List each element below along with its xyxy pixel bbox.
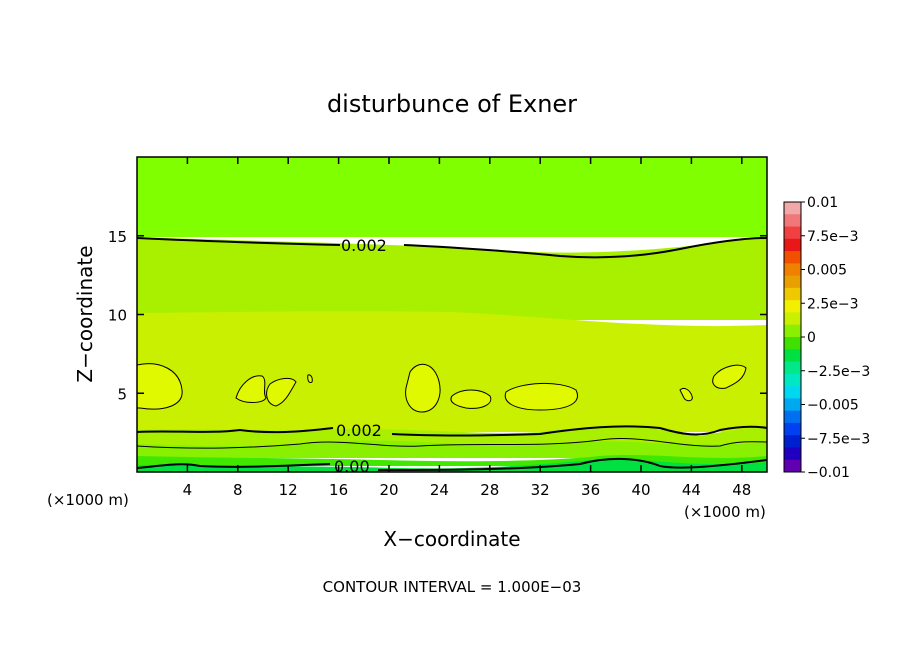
x-tick-label: 8	[233, 481, 243, 499]
colorbar-swatch	[784, 361, 801, 375]
colorbar-label: −2.5e−3	[807, 364, 870, 380]
x-tick-label: 4	[183, 481, 193, 499]
contour-line-upper	[137, 237, 767, 259]
colorbar-swatch	[784, 386, 801, 399]
colorbar-swatch	[784, 251, 801, 264]
colorbar	[783, 201, 802, 473]
x-unit-left: (×1000 m)	[47, 491, 129, 509]
colorbar-swatch	[784, 275, 801, 289]
contour-line-lower	[137, 425, 767, 437]
footer-text: CONTOUR INTERVAL = 1.000E−03	[323, 578, 582, 596]
colorbar-swatch	[784, 398, 801, 412]
colorbar-swatch	[784, 447, 801, 461]
colorbar-swatch	[784, 349, 801, 363]
blob-7	[504, 382, 578, 411]
colorbar-swatch	[784, 226, 801, 240]
x-tick-label: 36	[581, 481, 600, 499]
colorbar-label: 0.005	[807, 263, 847, 279]
colorbar-label: −7.5e−3	[807, 431, 870, 447]
x-tick-label: 20	[379, 481, 398, 499]
y-axis: 5 10 15	[108, 228, 767, 403]
colorbar-label: 2.5e−3	[807, 296, 859, 312]
colorbar-swatch	[784, 312, 801, 326]
y-tick-label: 10	[108, 307, 127, 325]
blob-layer	[137, 363, 747, 413]
contour-lines	[137, 237, 767, 471]
x-axis-label: X−coordinate	[383, 527, 520, 551]
blob-2	[235, 375, 267, 403]
blob-5	[405, 363, 441, 413]
x-tick-label: 16	[329, 481, 348, 499]
colorbar-labels: 0.01 7.5e−3 0.005 2.5e−3 0 −2.5e−3 −0.005 −7.5e…	[801, 195, 870, 481]
colorbar-swatch	[784, 459, 801, 473]
blob-8	[679, 387, 693, 402]
colorbar-swatch	[784, 287, 801, 301]
x-tick-label: 24	[430, 481, 449, 499]
colorbar-swatch	[784, 263, 801, 277]
chart-title: disturbunce of Exner	[327, 90, 577, 118]
band-upper-mid	[137, 236, 767, 320]
blob-6	[450, 389, 492, 409]
x-tick-label: 32	[531, 481, 550, 499]
colorbar-swatch	[784, 373, 801, 387]
plot-area: 0.002 0.002 0.00	[137, 157, 767, 476]
blob-1	[137, 363, 183, 410]
x-axis: 4 8 12 16 20 24 28 32 36 40 44 48	[183, 157, 751, 499]
contour-line-thin-1	[137, 438, 767, 449]
colorbar-swatch	[784, 238, 801, 252]
colorbar-swatch	[784, 410, 801, 424]
colorbar-swatch	[784, 422, 801, 436]
x-unit-right: (×1000 m)	[684, 503, 766, 521]
contour-label-1: 0.002	[341, 236, 387, 255]
x-tick-label: 28	[480, 481, 499, 499]
colorbar-swatch	[784, 214, 801, 228]
band-upper	[137, 157, 767, 237]
colorbar-label: 0.01	[807, 195, 838, 211]
y-tick-label: 5	[117, 385, 127, 403]
colorbar-swatch	[784, 337, 801, 350]
x-tick-label: 40	[631, 481, 650, 499]
colorbar-label: 0	[807, 330, 816, 346]
colorbar-swatch	[784, 202, 801, 215]
x-tick-label: 48	[732, 481, 751, 499]
colorbar-swatch	[784, 300, 801, 313]
x-tick-label: 12	[279, 481, 298, 499]
colorbar-swatch	[784, 324, 801, 338]
y-tick-label: 15	[108, 228, 127, 246]
contour-label-2: 0.002	[336, 421, 382, 440]
colorbar-label: 7.5e−3	[807, 229, 859, 245]
band-mid	[137, 311, 767, 432]
band-surface	[137, 458, 767, 472]
contour-label-3: 0.00	[334, 457, 370, 476]
colorbar-label: −0.005	[807, 398, 859, 414]
y-axis-label: Z−coordinate	[73, 245, 97, 382]
colorbar-label: −0.01	[807, 465, 850, 481]
blob-9	[712, 364, 747, 389]
colorbar-swatch	[784, 435, 801, 448]
blob-3	[266, 377, 297, 407]
blob-4	[307, 374, 313, 383]
x-tick-label: 44	[682, 481, 701, 499]
contour-line-zero	[137, 457, 767, 471]
